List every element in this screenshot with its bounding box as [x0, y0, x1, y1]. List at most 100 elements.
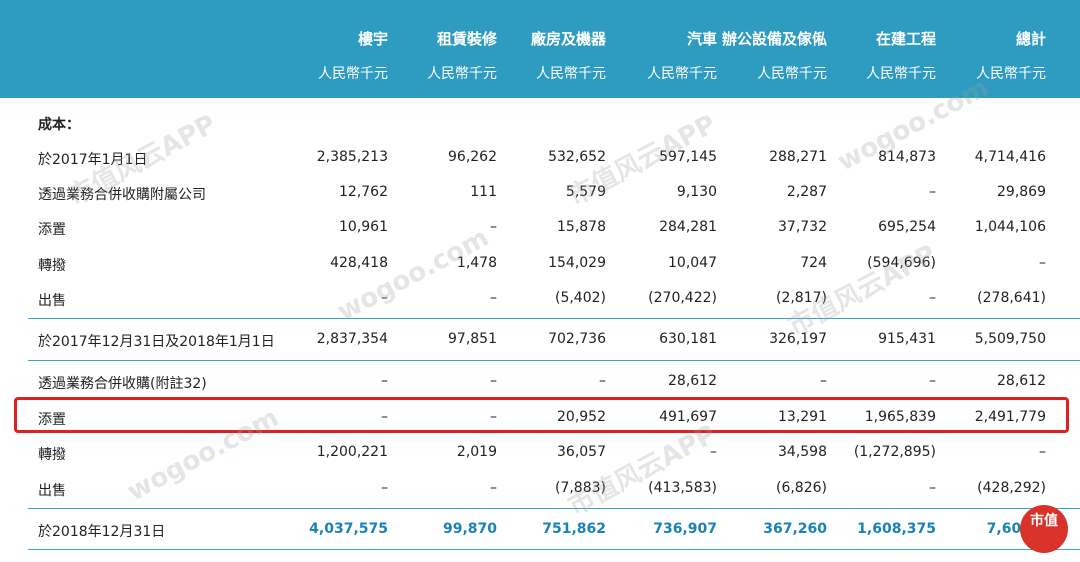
cell-value: – [381, 290, 388, 306]
cell-value: 814,873 [878, 149, 936, 165]
cell-value: – [599, 373, 606, 389]
row-separator [28, 318, 1080, 319]
cell-value: – [1039, 444, 1046, 460]
section-label-cost: 成本： [38, 117, 80, 133]
col-unit-buildings: 人民幣千元 [318, 66, 388, 82]
cell-value: (2,817) [775, 290, 827, 306]
row-label: 出售 [38, 483, 66, 499]
cell-value: 1,965,839 [864, 409, 936, 425]
row-label: 透過業務合併收購附屬公司 [38, 187, 206, 203]
cell-value: 4,037,575 [309, 521, 388, 537]
cell-value: 724 [800, 255, 827, 271]
cell-value: 2,837,354 [316, 331, 388, 347]
table-row: 出售 – – (7,883) (413,583) (6,826) – (428,… [0, 480, 1080, 510]
cell-value: 288,271 [769, 149, 827, 165]
col-unit-total: 人民幣千元 [976, 66, 1046, 82]
row-label: 添置 [38, 222, 66, 238]
col-header-leasehold: 租賃裝修 [436, 30, 497, 48]
cell-value: 2,287 [786, 184, 827, 200]
cell-value: 9,130 [676, 184, 717, 200]
cell-value: 96,262 [448, 149, 497, 165]
cell-value: 4,714,416 [974, 149, 1046, 165]
cell-value: 20,952 [557, 409, 606, 425]
cell-value: 2,019 [456, 444, 497, 460]
col-header-total: 總計 [1015, 30, 1046, 48]
table-row: 透過業務合併收購附屬公司 12,762 111 5,579 9,130 2,28… [0, 184, 1080, 214]
cell-value: 28,612 [997, 373, 1046, 389]
cell-value: 491,697 [659, 409, 717, 425]
cell-value: – [490, 219, 497, 235]
cell-value: (5,402) [554, 290, 606, 306]
cell-value: – [820, 373, 827, 389]
cell-value: (270,422) [648, 290, 717, 306]
cell-value: (6,826) [775, 480, 827, 496]
cell-value: 326,197 [769, 331, 827, 347]
cell-value: 1,044,106 [974, 219, 1046, 235]
cell-value: – [490, 409, 497, 425]
cell-value: – [381, 373, 388, 389]
row-label: 出售 [38, 293, 66, 309]
cell-value: – [490, 373, 497, 389]
row-label: 於2017年1月1日 [38, 152, 148, 168]
table-row-highlighted: 添置 – – 20,952 491,697 13,291 1,965,839 2… [0, 409, 1080, 439]
cell-value: 2,491,779 [974, 409, 1046, 425]
cell-value: – [929, 373, 936, 389]
col-header-vehicles: 汽車 [686, 30, 717, 48]
cell-value: (1,272,895) [853, 444, 936, 460]
cell-value: (278,641) [977, 290, 1046, 306]
cell-value: 10,961 [339, 219, 388, 235]
cell-value: 154,029 [548, 255, 606, 271]
cell-value: (7,883) [554, 480, 606, 496]
cell-value: 5,579 [565, 184, 606, 200]
row-label: 轉撥 [38, 447, 66, 463]
cell-value: 428,418 [330, 255, 388, 271]
cell-value: 111 [470, 184, 497, 200]
cell-value: 99,870 [442, 521, 497, 537]
col-unit-leasehold: 人民幣千元 [427, 66, 497, 82]
col-unit-construction: 人民幣千元 [866, 66, 936, 82]
col-unit-plant: 人民幣千元 [536, 66, 606, 82]
cell-value: (428,292) [977, 480, 1046, 496]
row-label: 於2017年12月31日及2018年1月1日 [38, 334, 275, 350]
cell-value: 1,478 [456, 255, 497, 271]
cell-value: – [929, 290, 936, 306]
cell-value: 13,291 [778, 409, 827, 425]
brand-logo: 市值 [1020, 505, 1068, 553]
cell-value: – [929, 480, 936, 496]
table-row: 添置 10,961 – 15,878 284,281 37,732 695,25… [0, 219, 1080, 249]
cell-value: 1,200,221 [316, 444, 388, 460]
col-header-buildings: 樓宇 [357, 30, 388, 48]
cell-value: 36,057 [557, 444, 606, 460]
cell-value: 702,736 [548, 331, 606, 347]
watermark: 市值风云APP [783, 239, 941, 343]
col-unit-office: 人民幣千元 [757, 66, 827, 82]
cell-value: – [929, 184, 936, 200]
cell-value: (594,696) [867, 255, 936, 271]
cell-value: 751,862 [542, 521, 606, 537]
cell-value: – [490, 290, 497, 306]
row-label: 轉撥 [38, 258, 66, 274]
row-label: 於2018年12月31日 [38, 524, 166, 540]
cell-value: 10,047 [668, 255, 717, 271]
row-separator [28, 508, 1080, 509]
cell-value: 37,732 [778, 219, 827, 235]
cell-value: 915,431 [878, 331, 936, 347]
row-separator [28, 549, 1080, 550]
cell-value: (413,583) [648, 480, 717, 496]
table-row-total: 於2018年12月31日 4,037,575 99,870 751,862 73… [0, 521, 1080, 551]
cell-value: 15,878 [557, 219, 606, 235]
table-row: 轉撥 428,418 1,478 154,029 10,047 724 (594… [0, 255, 1080, 285]
cell-value: 532,652 [548, 149, 606, 165]
cell-value: – [490, 480, 497, 496]
table-row: 出售 – – (5,402) (270,422) (2,817) – (278,… [0, 290, 1080, 320]
cell-value: – [1039, 255, 1046, 271]
cell-value: 97,851 [448, 331, 497, 347]
cell-value: – [381, 409, 388, 425]
cell-value: 597,145 [659, 149, 717, 165]
cell-value: 736,907 [653, 521, 717, 537]
table-row: 於2017年12月31日及2018年1月1日 2,837,354 97,851 … [0, 331, 1080, 361]
cell-value: 630,181 [659, 331, 717, 347]
cell-value: 695,254 [878, 219, 936, 235]
row-separator [28, 360, 1080, 361]
cell-value: – [710, 444, 717, 460]
